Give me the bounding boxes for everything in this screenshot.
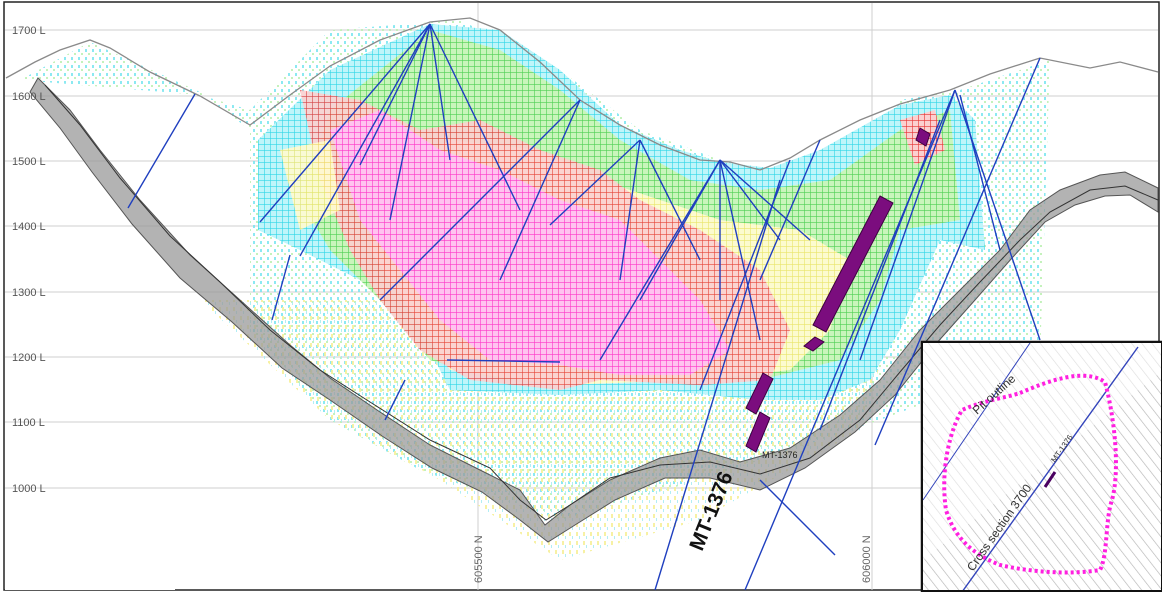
drillholes bbox=[127, 23, 1041, 591]
elev-label-1400: 1400 L bbox=[12, 221, 46, 233]
outer-frame bbox=[3, 1, 1160, 591]
pit-centerline bbox=[44, 84, 1159, 521]
pit-shell bbox=[29, 77, 1159, 543]
drillhole-small-label: MT-1376 bbox=[762, 450, 798, 460]
lower-left-blank bbox=[5, 494, 175, 590]
inset-map: Pit outline Cross section 3700 MT-1376 bbox=[920, 340, 1162, 593]
elev-label-1700: 1700 L bbox=[12, 25, 46, 37]
mt-1376-intercepts bbox=[745, 127, 931, 453]
block-model bbox=[258, 24, 985, 400]
elev-label-1200: 1200 L bbox=[12, 352, 46, 364]
elev-label-1300: 1300 L bbox=[12, 287, 46, 299]
northing-label-606000: 606000 N bbox=[861, 535, 873, 583]
elev-label-1600: 1600 L bbox=[12, 91, 46, 103]
elev-label-1500: 1500 L bbox=[12, 156, 46, 168]
inset-pit-outline bbox=[942, 373, 1118, 575]
northing-label-605500: 605500 N bbox=[473, 535, 485, 583]
elev-label-1100: 1100 L bbox=[12, 417, 45, 429]
elev-label-1000: 1000 L bbox=[12, 483, 46, 495]
elevation-labels: 1700 L 1600 L 1500 L 1400 L 1300 L 1200 … bbox=[12, 25, 46, 495]
